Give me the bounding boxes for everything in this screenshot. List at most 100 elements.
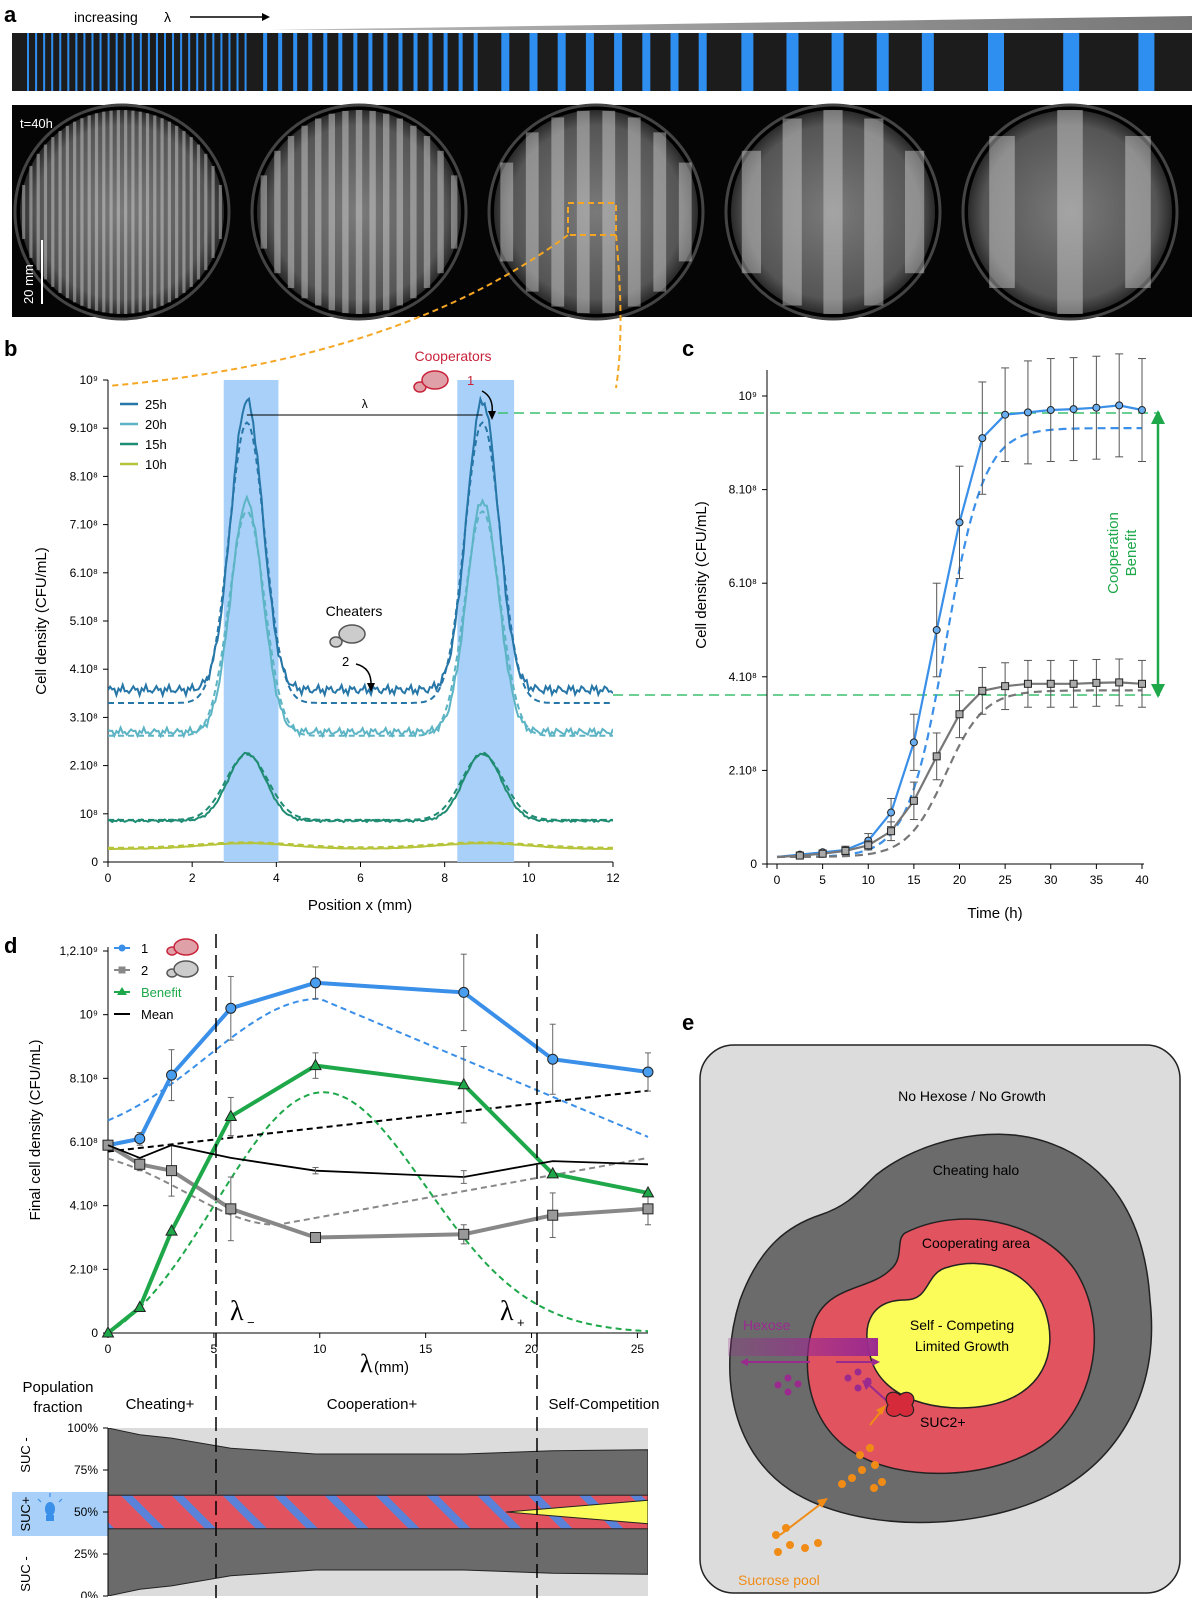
mask-stripe — [428, 33, 433, 91]
mask-stripe — [228, 33, 231, 91]
sucrose-molecule — [782, 1524, 790, 1532]
mask-stripe — [212, 33, 215, 91]
core-label-line2: Limited Growth — [915, 1338, 1009, 1354]
plate-stripe — [315, 118, 322, 306]
data-point — [309, 1058, 322, 1071]
data-point — [166, 1165, 178, 1177]
y-tick-label: 1,2.10⁹ — [59, 944, 98, 958]
data-point — [1069, 405, 1078, 414]
panel-b-ylabel: Cell density (CFU/mL) — [33, 547, 50, 695]
plate-stripe — [131, 110, 135, 314]
arrow-right-icon — [190, 13, 270, 21]
plate-stripe — [102, 111, 106, 313]
y-tick-label: 10⁹ — [739, 389, 758, 403]
legend-label: 15h — [145, 437, 167, 452]
legend-label: 10h — [145, 457, 167, 472]
mask-stripe — [164, 33, 166, 91]
data-point — [978, 434, 987, 443]
data-point — [1001, 410, 1010, 419]
fraction-axes: 0% 25% 50% 75% 100% SUC - SUC+ SUC - — [18, 1421, 109, 1598]
data-point — [1023, 679, 1032, 688]
mask-stripe — [353, 33, 358, 91]
plate-stripe — [437, 150, 444, 274]
panel-d-plot — [101, 953, 655, 1338]
x-tick-label: 4 — [273, 871, 280, 885]
light-bulb-icon — [37, 1493, 63, 1521]
data-point — [978, 686, 987, 695]
mask-stripe — [196, 33, 199, 91]
plate — [257, 110, 461, 314]
plate-stripe — [602, 110, 616, 314]
core-label-line1: Self - Competing — [910, 1317, 1014, 1333]
panel-b-label: b — [4, 336, 17, 361]
model-line-15h — [108, 753, 613, 821]
y-tick-label: 10⁸ — [80, 807, 98, 821]
data-point — [864, 841, 873, 850]
data-point — [166, 1069, 178, 1081]
benefit-arrow — [1151, 410, 1165, 698]
plate-stripe — [153, 115, 157, 309]
series-line-1 — [107, 980, 649, 1148]
y-tick-label: 4.10⁸ — [70, 1199, 98, 1213]
side-label: SUC - — [18, 1556, 33, 1591]
cooperators-number: 1 — [467, 373, 474, 388]
mask-stripe — [83, 33, 86, 91]
threshold-subscript: + — [517, 1315, 525, 1330]
mask-stripe — [323, 33, 328, 91]
hexose-gradient — [728, 1338, 878, 1356]
y-tick-label: 3.10⁸ — [70, 710, 98, 724]
mask-stripe — [220, 33, 223, 91]
hexose-molecule — [774, 1381, 782, 1389]
plate-stripe — [109, 110, 113, 314]
y-tick-label: 100% — [67, 1421, 98, 1435]
plate-stripe — [175, 125, 179, 299]
mask-stripe — [172, 33, 175, 91]
mask-stripe — [670, 33, 679, 91]
mask-stripe — [921, 33, 934, 91]
plate-stripe — [43, 144, 48, 280]
mask-stripe — [741, 33, 754, 91]
sucrose-molecule — [786, 1541, 794, 1549]
y-tick-label: 6.10⁸ — [70, 1135, 98, 1149]
data-point — [133, 1300, 147, 1313]
x-tick-label: 10 — [522, 871, 536, 885]
region-label: Self-Competition — [549, 1396, 660, 1413]
y-tick-label: 0 — [91, 1326, 98, 1340]
mask-stripe — [585, 33, 594, 91]
data-point — [134, 1158, 146, 1170]
plate-stripe — [989, 135, 1015, 289]
plate-stripe — [369, 110, 376, 314]
plate-stripe — [167, 121, 171, 303]
mask-stripe — [368, 33, 373, 91]
data-point — [1115, 401, 1124, 410]
data-point — [818, 849, 827, 858]
yeast-cell-icon — [329, 624, 366, 648]
plate-stripe — [551, 117, 565, 307]
mask-stripe — [786, 33, 799, 91]
plate-stripe — [51, 137, 55, 287]
plate-stripe — [864, 118, 884, 306]
suc2-label: SUC2+ — [920, 1414, 966, 1430]
side-label: SUC+ — [18, 1496, 33, 1531]
plate-stripe — [627, 117, 641, 307]
plate-stripe — [204, 153, 208, 271]
mask-stripe — [293, 33, 298, 91]
mask-stripe — [1138, 33, 1155, 91]
threshold-label: λ — [230, 1296, 244, 1327]
mask-stripe — [698, 33, 707, 91]
data-point — [225, 1203, 237, 1215]
panel-d-xlabel: (mm) — [374, 1359, 409, 1376]
plate-stripe — [678, 162, 692, 262]
plate — [20, 110, 224, 314]
x-tick-label: 25 — [631, 1342, 645, 1356]
plate-stripe — [124, 110, 128, 314]
mask-stripe — [147, 33, 150, 91]
panel-c-axes: 0 5 10 15 20 25 30 35 40 0 2.10⁸ 4.10⁸ 6.10⁸ 8.10⁸ 10⁹ — [729, 370, 1149, 887]
panel-e-label: e — [682, 1010, 694, 1035]
data-point — [641, 1185, 655, 1198]
sucrose-molecule — [870, 1484, 878, 1492]
panel-d-fraction: Population fraction Cheating+ Cooperation+… — [12, 1379, 659, 1598]
legend-label: 2 — [141, 963, 148, 978]
series-line-15h — [108, 751, 613, 824]
sucrose-molecule — [878, 1478, 886, 1486]
